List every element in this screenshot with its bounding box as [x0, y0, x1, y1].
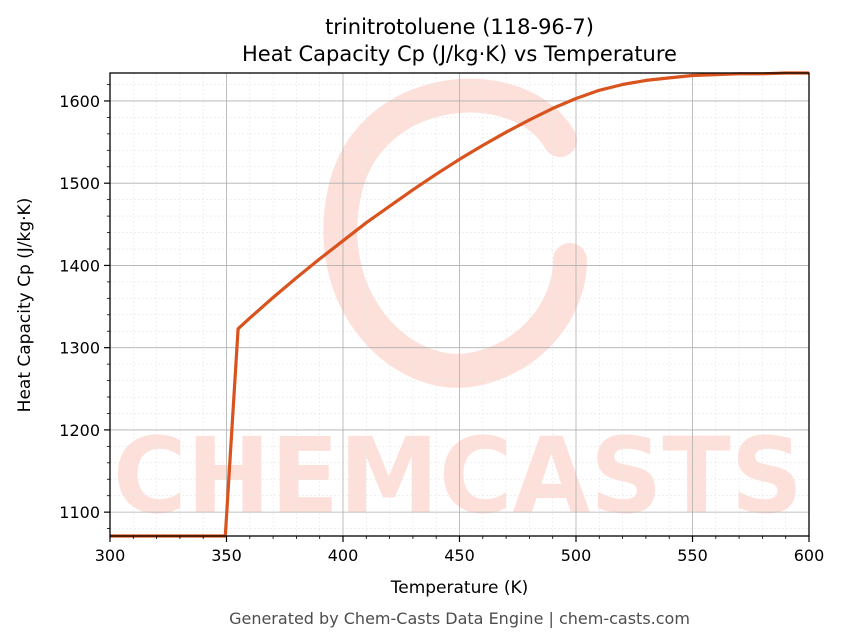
x-tick-label: 350 [211, 546, 242, 565]
chart-title-line2: Heat Capacity Cp (J/kg·K) vs Temperature [242, 42, 677, 66]
watermark-text: CHEMCASTS [113, 415, 803, 537]
footer-credit: Generated by Chem-Casts Data Engine | ch… [229, 609, 690, 628]
x-tick-label: 550 [677, 546, 708, 565]
y-tick-label: 1600 [59, 92, 100, 111]
x-tick-label: 400 [328, 546, 359, 565]
x-axis-label: Temperature (K) [390, 578, 529, 598]
x-axis: 300 350 400 450 500 550 600 [95, 536, 825, 565]
series-line-heat-capacity [110, 71, 809, 538]
chart-title-line1: trinitrotoluene (118-96-7) [325, 15, 594, 39]
x-tick-label: 600 [794, 546, 825, 565]
x-tick-label: 500 [561, 546, 592, 565]
watermark-logo-arc [323, 78, 587, 388]
y-axis: 1100 1200 1300 1400 1500 1600 [59, 84, 110, 529]
x-tick-label: 300 [95, 546, 126, 565]
x-tick-label: 450 [444, 546, 475, 565]
y-tick-label: 1200 [59, 421, 100, 440]
y-tick-label: 1500 [59, 174, 100, 193]
y-tick-label: 1400 [59, 256, 100, 275]
y-axis-label: Heat Capacity Cp (J/kg·K) [15, 198, 35, 413]
y-tick-label: 1300 [59, 339, 100, 358]
y-tick-label: 1100 [59, 503, 100, 522]
